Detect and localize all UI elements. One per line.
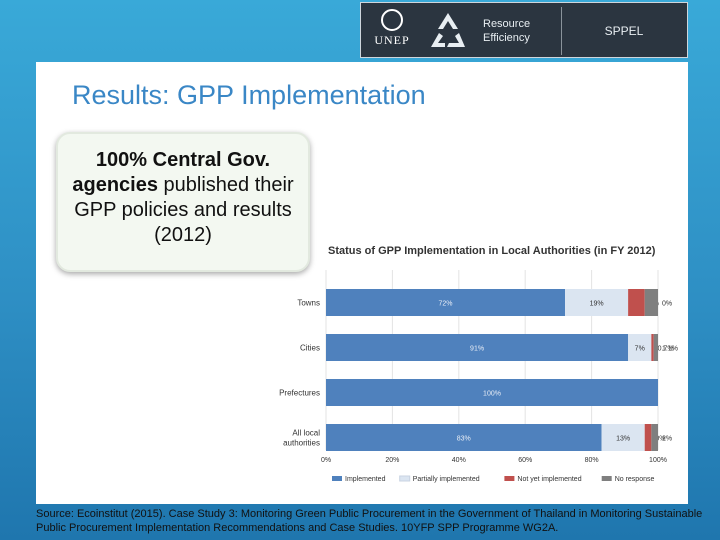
data-label: 83% [457,436,471,443]
sppel-label: SPPEL [604,24,644,38]
x-tick-label: 40% [452,457,466,464]
data-label: 1.1% [662,346,678,353]
slide-title: Results: GPP Implementation [72,80,426,110]
data-label: 0% [662,301,672,308]
central-gov-callout: 100% Central Gov. agencies published the… [56,132,310,272]
bar-segment [628,334,652,361]
x-tick-label: 80% [585,457,599,464]
source-citation: Source: Ecoinstitut (2015). Case Study 3… [36,508,703,534]
globe-icon [381,9,403,31]
data-label: 72% [439,301,453,308]
bar-segment [653,334,658,361]
legend-swatch [504,476,515,481]
data-label: 91% [470,346,484,353]
legend-swatch [601,476,612,481]
data-label: 7% [635,346,645,353]
x-tick-label: 100% [649,457,667,464]
bar-segment [601,424,645,451]
bar-segment [651,424,658,451]
resource-efficiency-label: Resource Efficiency [483,17,530,45]
legend-swatch [332,476,342,481]
header-bar: UNEP Resource Efficiency SPPEL [360,2,688,58]
category-label: Prefectures [279,389,320,398]
x-tick-label: 0% [321,457,331,464]
bar-segment [326,424,602,451]
bar-segment [651,334,654,361]
callout-bold-text: 100% Central Gov. agencies [72,149,271,196]
legend-label: No response [615,476,655,483]
bar-segment [326,334,629,361]
category-label: Towns [297,299,320,308]
chart-title: Status of GPP Implementation in Local Au… [328,245,656,257]
callout-text: published their GPP policies and results… [74,174,294,246]
bar-segment [644,289,658,316]
data-label: 0% [655,436,665,443]
gpp-status-chart: Towns72%19%5%0%Cities91%7%0.7%1.1%Prefec… [279,270,678,483]
data-label: 2% [662,436,672,443]
unep-logo: UNEP [367,7,417,55]
resource-line: Resource [483,18,531,30]
bar-segment [628,289,645,316]
data-label: 100% [483,391,501,398]
data-label: 19% [590,301,604,308]
header-divider [561,7,562,55]
data-label: 0.7% [658,346,674,353]
legend-label: Not yet implemented [517,476,581,483]
legend-label: Implemented [345,476,386,483]
bar-segment [644,424,652,451]
efficiency-line: Efficiency [483,32,530,44]
unep-logo-text: UNEP [374,33,410,47]
bar-segment [565,289,629,316]
legend-swatch [399,475,411,482]
x-tick-label: 20% [385,457,399,464]
x-tick-label: 60% [518,457,532,464]
bar-segment [326,379,658,406]
category-label: authorities [283,439,320,448]
data-label: 13% [616,436,630,443]
category-label: Cities [300,344,320,353]
category-label: All local [292,429,320,438]
legend-label: Partially implemented [413,476,480,483]
bar-segment [326,289,566,316]
recycle-icon [431,13,465,47]
